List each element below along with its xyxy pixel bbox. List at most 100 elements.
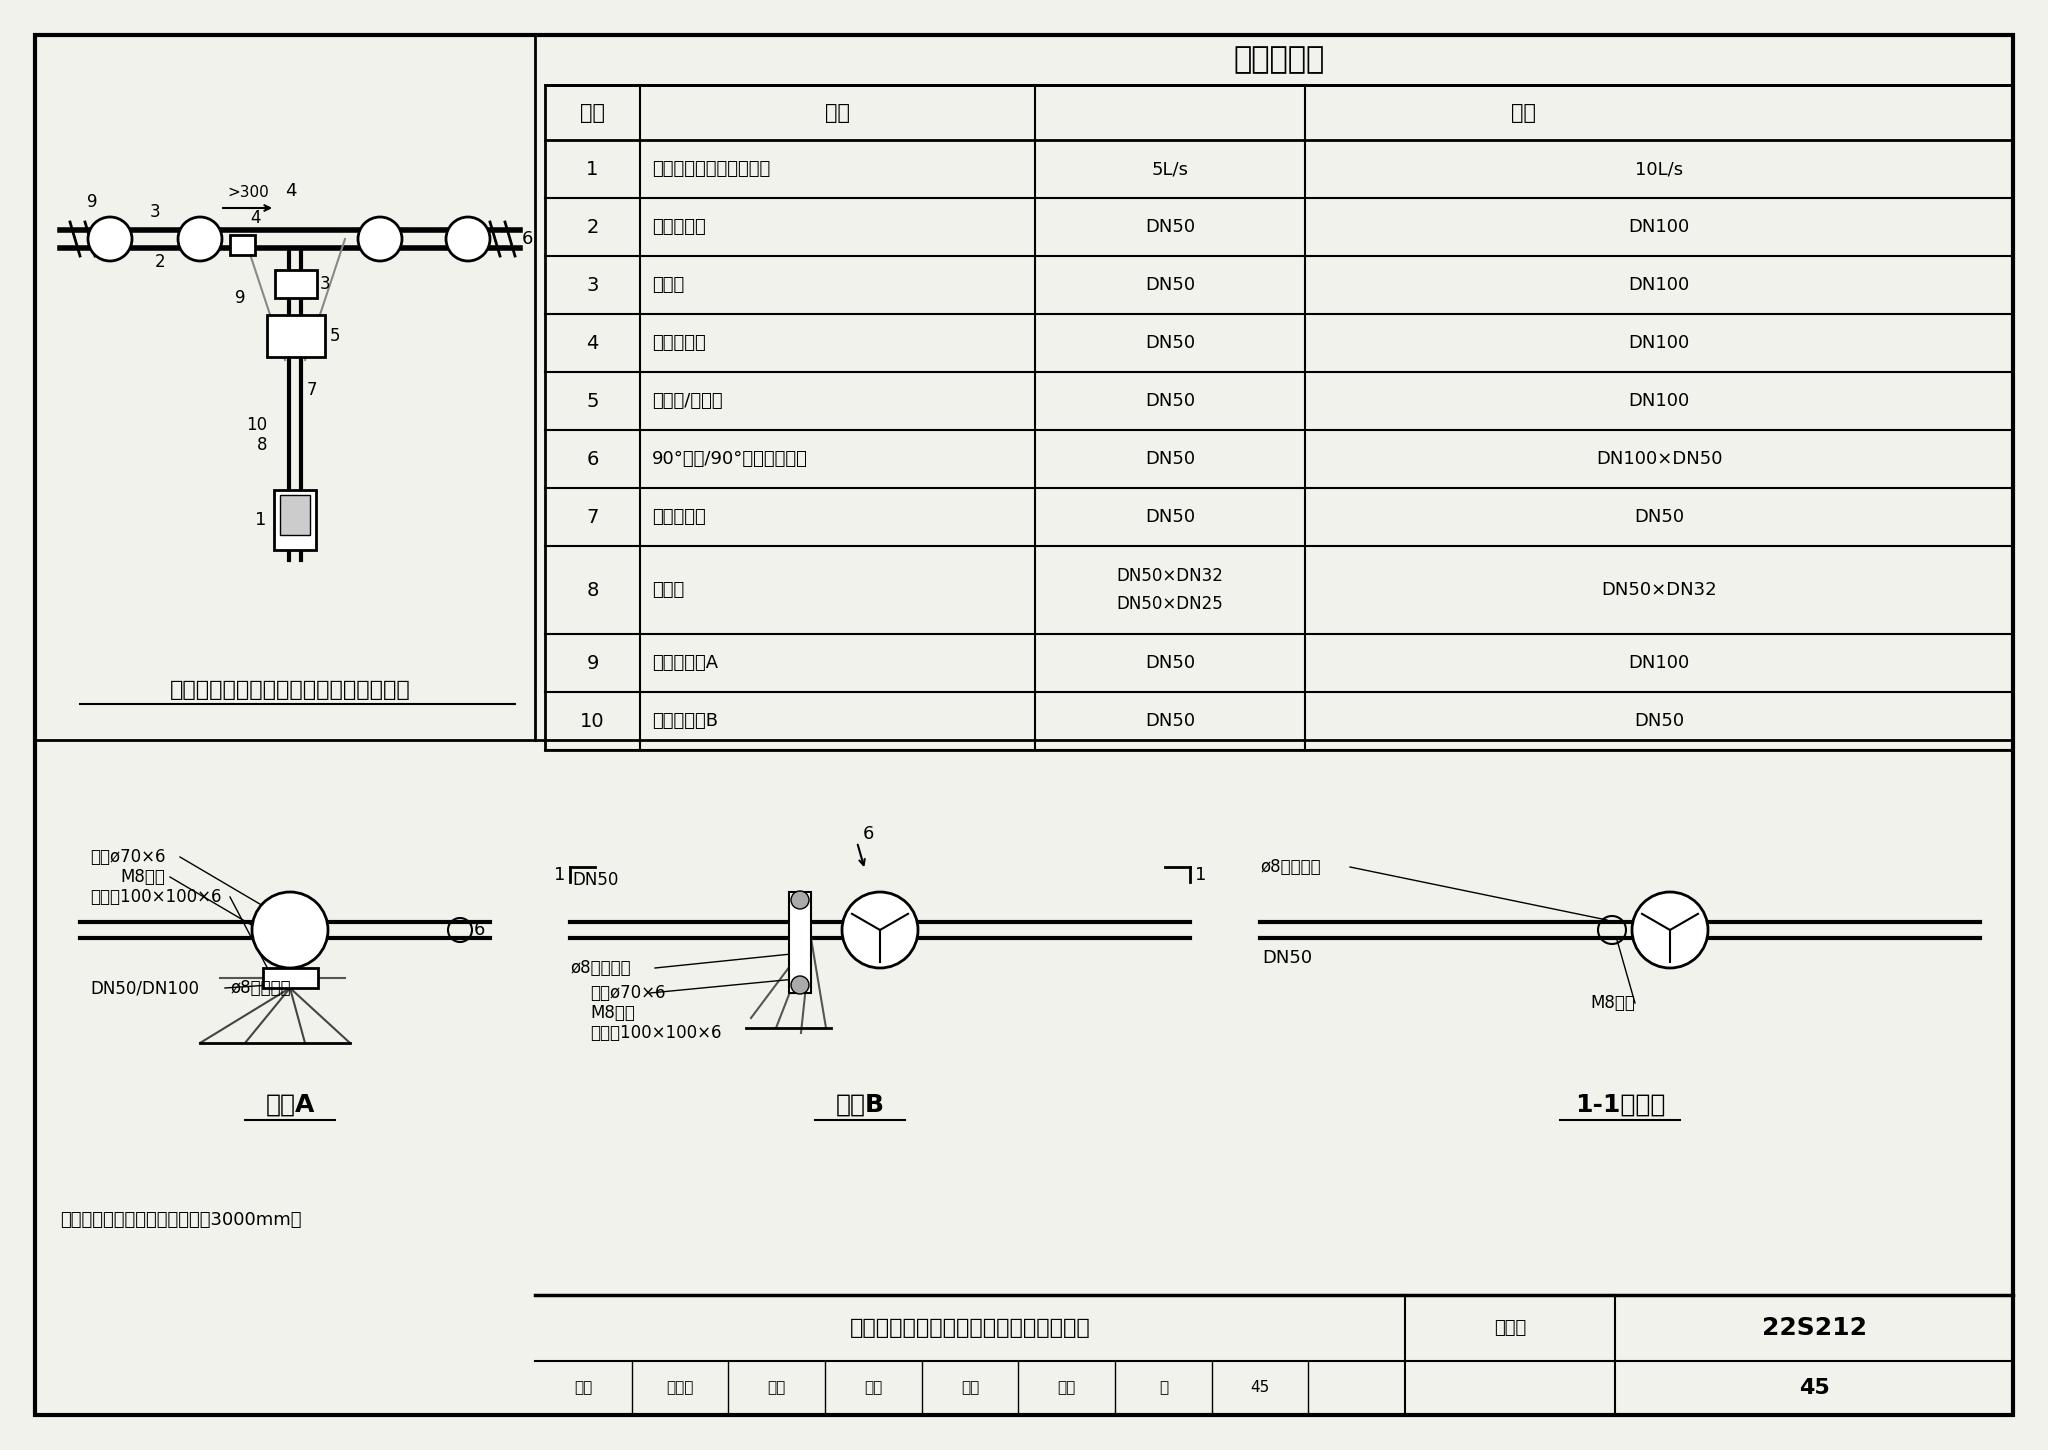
Text: 9: 9 (236, 289, 246, 307)
Text: DN50: DN50 (1145, 276, 1196, 294)
Bar (274, 270, 317, 299)
Text: 8: 8 (586, 580, 598, 599)
Circle shape (1632, 892, 1708, 969)
Text: DN50: DN50 (1634, 507, 1683, 526)
Text: 1: 1 (1194, 866, 1206, 883)
Bar (788, 892, 811, 993)
Text: DN100: DN100 (1628, 276, 1690, 294)
Text: 6: 6 (586, 450, 598, 468)
Text: 4: 4 (250, 209, 260, 228)
Text: 1: 1 (553, 866, 565, 883)
Text: DN100: DN100 (1628, 334, 1690, 352)
Text: 水流指示器: 水流指示器 (651, 334, 707, 352)
Text: 支架，详图A: 支架，详图A (651, 654, 719, 671)
Text: 支托板100×100×6: 支托板100×100×6 (590, 1024, 721, 1043)
Text: M8螺母: M8螺母 (590, 1003, 635, 1022)
Bar (545, 86, 2013, 750)
Text: 图集号: 图集号 (1493, 1320, 1526, 1337)
Text: DN50: DN50 (1145, 392, 1196, 410)
Text: 6: 6 (862, 825, 874, 842)
Text: 7: 7 (586, 507, 598, 526)
Bar (262, 969, 317, 987)
Text: 异径管: 异径管 (651, 581, 684, 599)
Text: 支托ø70×6: 支托ø70×6 (90, 848, 166, 866)
Text: 10: 10 (246, 416, 266, 434)
Text: 详图A: 详图A (266, 1093, 315, 1116)
Text: 支托板100×100×6: 支托板100×100×6 (90, 887, 221, 906)
Text: 支托ø70×6: 支托ø70×6 (590, 985, 666, 1002)
Text: 6: 6 (473, 921, 485, 940)
Text: 序号: 序号 (580, 103, 604, 122)
Text: 消防短立管: 消防短立管 (651, 507, 707, 526)
Circle shape (842, 892, 918, 969)
Text: 信号阀: 信号阀 (651, 276, 684, 294)
Text: 票心国: 票心国 (666, 1380, 694, 1395)
Text: DN50: DN50 (1145, 450, 1196, 468)
Text: 喷射型自动射流灭火装置网架乙型安装图: 喷射型自动射流灭火装置网架乙型安装图 (850, 1318, 1090, 1338)
Text: 1-1剖面图: 1-1剖面图 (1575, 1093, 1665, 1116)
Text: 90°弯头/90°渐缩异径弯头: 90°弯头/90°渐缩异径弯头 (651, 450, 807, 468)
Text: DN50/DN100: DN50/DN100 (90, 979, 199, 998)
Text: 详图B: 详图B (836, 1093, 885, 1116)
Text: DN50: DN50 (1634, 712, 1683, 729)
Text: DN100×DN50: DN100×DN50 (1595, 450, 1722, 468)
Text: 9: 9 (586, 654, 598, 673)
Text: 1: 1 (586, 160, 598, 178)
Text: ø8圆钢管卡: ø8圆钢管卡 (229, 979, 291, 998)
Text: 45: 45 (1798, 1378, 1829, 1398)
Text: DN50: DN50 (1145, 654, 1196, 671)
Text: 注：支吊架的间距应小于或等于3000mm。: 注：支吊架的间距应小于或等于3000mm。 (59, 1211, 301, 1230)
Text: 电磁阀/电动阀: 电磁阀/电动阀 (651, 392, 723, 410)
Text: DN50: DN50 (1145, 334, 1196, 352)
Text: 6: 6 (522, 231, 532, 248)
Text: ø8圆钢管卡: ø8圆钢管卡 (1260, 858, 1321, 876)
Text: M8螺母: M8螺母 (121, 869, 166, 886)
Bar (281, 494, 309, 535)
Circle shape (791, 890, 809, 909)
Text: 45: 45 (1251, 1380, 1270, 1395)
Text: 支架，详图B: 支架，详图B (651, 712, 719, 729)
Text: 规格: 规格 (1511, 103, 1536, 122)
Text: M8螺母: M8螺母 (1589, 995, 1634, 1012)
Circle shape (358, 218, 401, 261)
Bar (266, 315, 326, 357)
Text: 喷射型自动射流灭火装置: 喷射型自动射流灭火装置 (651, 160, 770, 178)
Text: 设计: 设计 (961, 1380, 979, 1395)
Text: DN50: DN50 (1145, 507, 1196, 526)
Text: 名称: 名称 (825, 103, 850, 122)
Circle shape (252, 892, 328, 969)
Text: 5L/s: 5L/s (1151, 160, 1188, 178)
Text: 3: 3 (150, 203, 160, 220)
Text: 10L/s: 10L/s (1634, 160, 1683, 178)
Text: DN50: DN50 (1262, 948, 1313, 967)
Text: ø8圆钢管卡: ø8圆钢管卡 (569, 958, 631, 977)
Text: 罗蕖: 罗蕖 (864, 1380, 883, 1395)
Text: 徐丹: 徐丹 (1057, 1380, 1075, 1395)
Text: DN100: DN100 (1628, 392, 1690, 410)
Text: DN50×DN32: DN50×DN32 (1602, 581, 1716, 599)
Text: DN50: DN50 (1145, 218, 1196, 236)
Bar (229, 235, 256, 255)
Text: 主要部件表: 主要部件表 (1233, 45, 1325, 74)
Text: DN50×DN25: DN50×DN25 (1116, 594, 1223, 613)
Text: 页: 页 (1159, 1380, 1167, 1395)
Text: 3: 3 (586, 276, 598, 294)
Text: DN50: DN50 (1145, 712, 1196, 729)
Text: 审核: 审核 (573, 1380, 592, 1395)
Text: 校对: 校对 (768, 1380, 786, 1395)
Text: 喷射型自动射流灭火装置网架乙型安装图: 喷射型自动射流灭火装置网架乙型安装图 (170, 680, 410, 700)
Text: 4: 4 (285, 183, 297, 200)
Text: 3: 3 (319, 276, 330, 293)
Text: >300: >300 (227, 186, 268, 200)
Text: 2: 2 (156, 252, 166, 271)
Text: 9: 9 (86, 193, 96, 212)
Circle shape (446, 218, 489, 261)
Text: 消防给水管: 消防给水管 (651, 218, 707, 236)
Bar (274, 490, 315, 550)
Text: 7: 7 (307, 381, 317, 399)
Text: 2: 2 (586, 218, 598, 236)
Text: DN100: DN100 (1628, 654, 1690, 671)
Text: DN100: DN100 (1628, 218, 1690, 236)
Text: 4: 4 (586, 334, 598, 352)
Circle shape (88, 218, 131, 261)
